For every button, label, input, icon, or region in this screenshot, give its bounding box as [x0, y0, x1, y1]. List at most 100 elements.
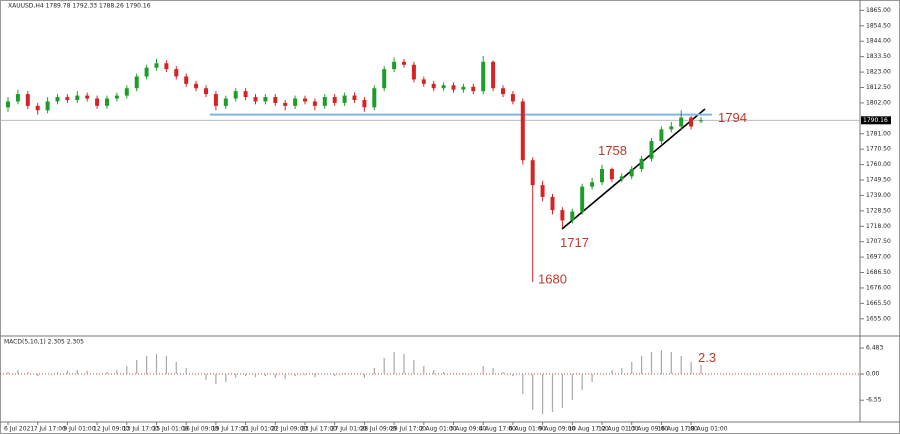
macd-bar [17, 370, 19, 374]
candle-body [679, 117, 684, 127]
x-tick-label: 7 Jul 17:00 [34, 426, 66, 433]
candle-body [649, 141, 654, 159]
macd-bar [155, 354, 158, 374]
candle-body [570, 211, 575, 221]
candle-body [124, 88, 129, 96]
macd-bar [136, 360, 138, 374]
macd-bar [700, 364, 702, 374]
candle-body [481, 61, 486, 92]
candle-body [283, 102, 288, 106]
candle-body [134, 76, 139, 89]
macd-bar [670, 352, 672, 374]
candle-body [629, 169, 634, 177]
candle-body [560, 210, 565, 221]
macd-bar [512, 374, 514, 376]
y-tick-label: 1739.00 [866, 192, 891, 199]
macd-bar [205, 374, 207, 380]
candle-body [362, 99, 367, 108]
macd-bar [581, 374, 583, 390]
candle-body [263, 97, 268, 102]
macd-bar [542, 374, 544, 414]
candle-body [303, 98, 307, 102]
candle-body [243, 91, 248, 98]
macd-bar [185, 368, 187, 374]
candle-body [15, 94, 20, 102]
macd-bar [413, 360, 415, 374]
macd-bar [235, 374, 237, 378]
macd-bar [175, 362, 177, 374]
x-tick-label: 3 Aug 09:00 [450, 426, 487, 433]
candle-body [233, 91, 238, 99]
candle-body [600, 169, 604, 183]
macd-bar [225, 374, 227, 382]
y-tick-label: 1749.50 [866, 177, 891, 184]
x-tick-label: 19 Jul 17:00 [212, 426, 248, 433]
candle-body [352, 95, 357, 100]
y-tick-label: 6.483 [866, 345, 883, 352]
macd-bar [284, 374, 286, 379]
x-tick-label: 9 Aug 09:00 [539, 426, 576, 433]
macd-bar [611, 370, 613, 374]
macd-bar [7, 372, 9, 374]
macd-bar [314, 374, 316, 378]
macd-bar [324, 374, 326, 375]
y-tick-label: 1707.50 [866, 238, 891, 245]
candle-body [491, 61, 496, 89]
candle-body [580, 186, 585, 212]
y-tick-label: 1812.50 [866, 84, 891, 91]
candle-body [253, 97, 258, 102]
candle-body [273, 97, 278, 103]
macd-bar [403, 354, 405, 374]
annotation: 1794 [718, 110, 747, 125]
macd-bar [27, 372, 29, 374]
y-tick-label: 1770.50 [866, 146, 891, 153]
y-tick-label: 1728.50 [866, 207, 891, 214]
x-tick-label: 22 Jul 09:00 [271, 426, 307, 433]
candle-body [699, 120, 703, 122]
macd-bar [106, 372, 108, 374]
x-tick-label: 16 Jul 09:00 [182, 426, 218, 433]
macd-bar [274, 374, 276, 378]
candle-body [431, 83, 436, 89]
candle-body [619, 176, 624, 180]
candle-body [312, 101, 317, 106]
candle-body [65, 97, 70, 100]
candle-body [411, 64, 416, 80]
y-tick-label: 0.00 [866, 371, 880, 378]
candle-body [461, 86, 466, 90]
candle-body [55, 97, 60, 102]
x-tick-label: 13 Aug 09:00 [628, 426, 669, 433]
candle-body [95, 98, 100, 106]
macd-bar [383, 358, 385, 374]
macd-bar [393, 352, 395, 374]
macd-bar [650, 352, 653, 374]
candle-body [174, 69, 179, 77]
macd-bar [452, 372, 455, 374]
y-tick-label: 1676.00 [866, 284, 891, 291]
macd-bar [660, 350, 662, 374]
candle-body [213, 94, 218, 106]
y-tick-label: -6.55 [866, 397, 882, 404]
y-tick-label: 1865.00 [866, 7, 891, 14]
y-tick-label: 1844.00 [866, 38, 891, 45]
x-tick-label: 6 Jul 2021 [4, 426, 34, 433]
candle-body [451, 85, 456, 90]
macd-bar [502, 372, 504, 374]
x-tick-label: 18 Aug 01:00 [687, 426, 728, 433]
macd-bar [571, 374, 573, 400]
y-tick-label: 1686.50 [866, 269, 891, 276]
candle-body [530, 160, 535, 186]
candle-body [590, 182, 595, 187]
macd-bar [96, 373, 98, 374]
candle-body [689, 117, 694, 127]
x-tick-label: 28 Jul 09:00 [360, 426, 396, 433]
macd-bar [641, 356, 643, 374]
macd-bar [363, 374, 365, 378]
macd-bar [245, 374, 247, 376]
x-tick-label: 9 Jul 01:00 [63, 426, 95, 433]
x-tick-label: 12 Aug 01:00 [598, 426, 639, 433]
candle-body [550, 196, 555, 211]
macd-bar [294, 374, 296, 376]
candle-body [194, 83, 199, 89]
